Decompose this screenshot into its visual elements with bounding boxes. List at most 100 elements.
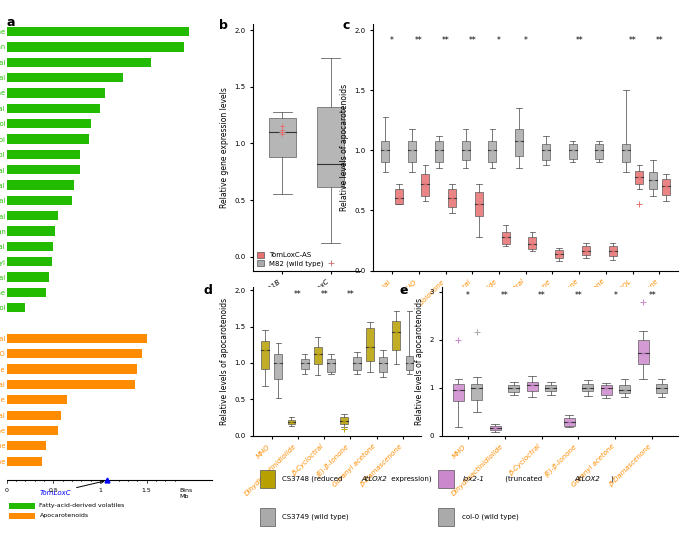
Text: CS3749 (wild type): CS3749 (wild type): [282, 513, 348, 520]
Bar: [288, 420, 295, 424]
Text: a: a: [7, 16, 15, 29]
Bar: [619, 385, 630, 393]
Bar: [448, 189, 456, 207]
Bar: [649, 172, 657, 189]
Bar: [366, 328, 374, 361]
Bar: [527, 382, 538, 391]
Bar: [260, 507, 275, 526]
Bar: [595, 144, 603, 159]
Bar: [7, 426, 58, 435]
Bar: [382, 141, 389, 162]
Bar: [7, 334, 147, 343]
Legend: TomLoxC-AS, M82 (wild type): TomLoxC-AS, M82 (wild type): [257, 252, 324, 267]
Bar: [260, 470, 275, 488]
Bar: [7, 42, 184, 51]
Text: **: **: [294, 290, 302, 299]
Text: **: **: [469, 36, 476, 45]
Text: **: **: [442, 36, 449, 45]
Bar: [601, 385, 612, 395]
Text: (truncated: (truncated: [503, 476, 544, 482]
Bar: [545, 385, 556, 391]
Text: CS3748 (reduced: CS3748 (reduced: [282, 476, 345, 482]
Text: Apocarotenoids: Apocarotenoids: [40, 513, 88, 518]
Bar: [9, 513, 35, 518]
Bar: [406, 355, 414, 370]
Bar: [269, 118, 296, 157]
Bar: [261, 341, 269, 369]
Text: *: *: [497, 36, 501, 45]
Bar: [622, 144, 630, 162]
Bar: [528, 237, 536, 249]
Bar: [7, 441, 46, 451]
Bar: [471, 384, 482, 399]
Bar: [462, 141, 470, 160]
Text: 0: 0: [5, 488, 9, 493]
Bar: [435, 141, 443, 162]
Text: col-0 (wild type): col-0 (wild type): [462, 513, 519, 520]
Text: *: *: [524, 36, 527, 45]
Y-axis label: Relative levels of apocarotenoids: Relative levels of apocarotenoids: [220, 298, 229, 425]
Bar: [7, 165, 79, 174]
Text: **: **: [415, 36, 423, 45]
Text: 0.5: 0.5: [49, 488, 58, 493]
Text: **: **: [321, 290, 328, 299]
Text: 1.5: 1.5: [142, 488, 151, 493]
Bar: [7, 303, 25, 312]
Bar: [7, 349, 142, 358]
Text: AtLOX2: AtLOX2: [362, 476, 387, 482]
Y-axis label: Relative levels of apocarotenoids: Relative levels of apocarotenoids: [340, 84, 349, 211]
Bar: [7, 134, 89, 143]
Bar: [275, 354, 282, 379]
Text: **: **: [575, 36, 583, 45]
Bar: [7, 119, 90, 128]
Bar: [353, 357, 361, 370]
Bar: [7, 242, 53, 251]
Bar: [662, 179, 670, 195]
Bar: [542, 144, 550, 160]
Text: **: **: [501, 291, 508, 300]
Bar: [490, 426, 501, 430]
Bar: [582, 247, 590, 255]
Bar: [7, 411, 61, 420]
Text: Fatty-acid-derived volatiles: Fatty-acid-derived volatiles: [40, 503, 125, 508]
Bar: [340, 417, 348, 424]
Bar: [327, 359, 335, 372]
Bar: [7, 73, 123, 82]
Bar: [555, 250, 563, 259]
Bar: [475, 193, 483, 216]
Bar: [408, 141, 416, 162]
Bar: [7, 395, 67, 404]
Bar: [301, 359, 308, 369]
Text: 1: 1: [98, 488, 102, 493]
Bar: [7, 58, 151, 67]
Bar: [7, 457, 42, 466]
Bar: [656, 384, 667, 393]
Text: **: **: [538, 291, 545, 300]
Bar: [317, 107, 344, 187]
Bar: [7, 380, 136, 389]
Bar: [488, 141, 497, 162]
Bar: [9, 503, 35, 509]
Bar: [7, 27, 188, 36]
Bar: [7, 196, 72, 205]
Bar: [508, 385, 519, 392]
Text: **: **: [656, 36, 663, 45]
Text: *: *: [614, 291, 617, 300]
Text: expression): expression): [389, 476, 432, 482]
Text: AtLOX2: AtLOX2: [575, 476, 600, 482]
Bar: [564, 418, 575, 426]
Text: *: *: [466, 291, 470, 300]
Bar: [314, 347, 322, 365]
Text: *: *: [390, 36, 394, 45]
Text: ): ): [610, 476, 613, 482]
Text: **: **: [629, 36, 636, 45]
Bar: [569, 144, 577, 159]
Bar: [7, 288, 46, 297]
Bar: [7, 211, 58, 220]
Bar: [501, 232, 510, 244]
Y-axis label: Relative levels of apocarotenoids: Relative levels of apocarotenoids: [415, 298, 424, 425]
Bar: [393, 321, 400, 350]
Bar: [438, 470, 454, 488]
Bar: [421, 174, 429, 196]
Bar: [7, 180, 74, 189]
